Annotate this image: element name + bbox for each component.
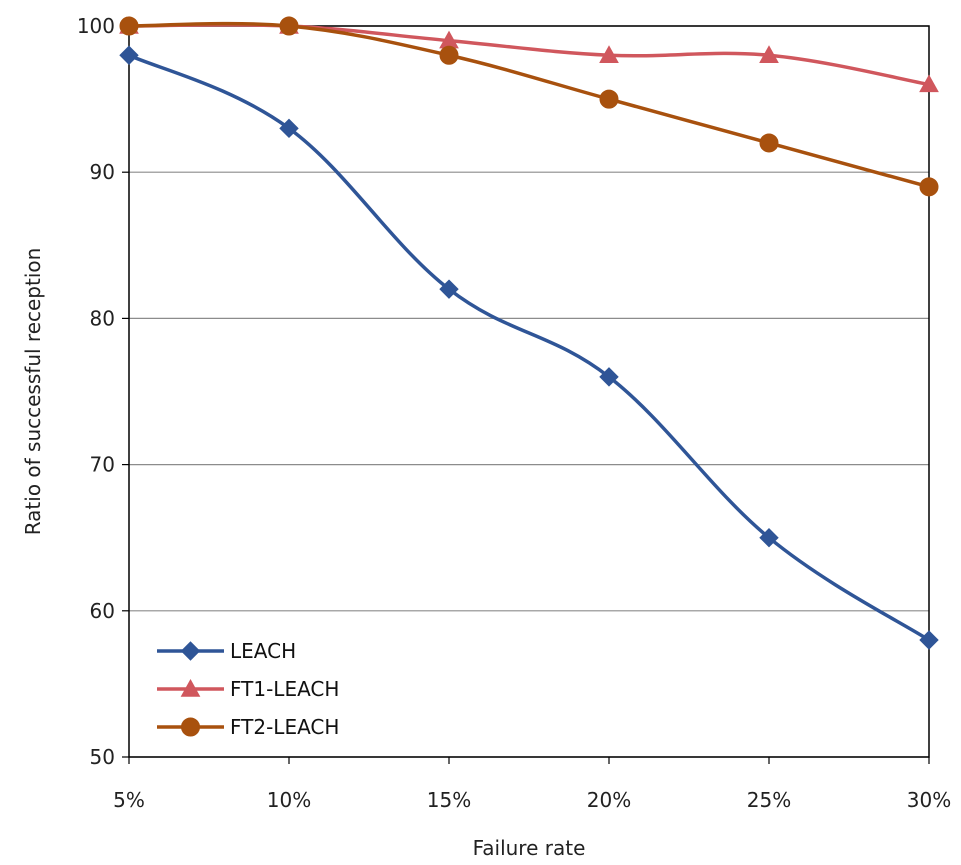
series-line-leach bbox=[128, 53, 930, 642]
x-tick-label: 15% bbox=[427, 788, 471, 812]
legend-item: FT1-LEACH bbox=[157, 677, 339, 701]
x-tick-label: 20% bbox=[587, 788, 631, 812]
x-tick-label: 30% bbox=[907, 788, 951, 812]
legend-label: LEACH bbox=[230, 639, 296, 663]
legend-item: FT2-LEACH bbox=[157, 715, 339, 739]
y-tick-label: 80 bbox=[90, 306, 115, 330]
data-point-ft1-leach bbox=[599, 45, 619, 63]
data-point-ft2-leach bbox=[759, 133, 779, 153]
y-tick-label: 70 bbox=[90, 453, 115, 477]
series-lines bbox=[119, 15, 939, 650]
series-ft1-leach bbox=[119, 15, 939, 93]
y-axis-title: Ratio of successful reception bbox=[21, 248, 45, 536]
y-tick-label: 100 bbox=[77, 14, 115, 38]
data-point-leach bbox=[439, 279, 459, 299]
data-point-ft2-leach bbox=[119, 16, 139, 36]
legend-label: FT2-LEACH bbox=[230, 715, 339, 739]
series-line-ft2-leach bbox=[128, 21, 930, 189]
y-axis-ticks: 50 60 70 80 90 100 bbox=[77, 14, 129, 769]
data-point-leach bbox=[919, 630, 939, 650]
legend-swatch-marker bbox=[180, 678, 201, 697]
series-leach bbox=[119, 45, 939, 650]
x-tick-label: 25% bbox=[747, 788, 791, 812]
series-ft2-leach bbox=[119, 16, 939, 197]
legend-swatch-marker bbox=[180, 641, 201, 661]
x-axis-ticks: 5% 10% 15% 20% 25% 30% bbox=[113, 757, 951, 812]
legend-swatch-marker bbox=[181, 717, 200, 737]
data-point-leach bbox=[119, 45, 139, 65]
data-point-ft1-leach bbox=[759, 45, 779, 63]
data-point-ft2-leach bbox=[919, 177, 939, 197]
x-tick-label: 5% bbox=[113, 788, 145, 812]
y-tick-label: 60 bbox=[90, 599, 115, 623]
data-point-ft1-leach bbox=[919, 74, 939, 93]
data-point-ft2-leach bbox=[599, 89, 619, 109]
y-tick-label: 50 bbox=[90, 745, 115, 769]
data-point-leach bbox=[599, 367, 619, 387]
data-point-leach bbox=[279, 118, 299, 139]
plot-area bbox=[128, 25, 930, 758]
legend-label: FT1-LEACH bbox=[230, 677, 339, 701]
legend: LEACH FT1-LEACH FT2-LEACH bbox=[157, 639, 339, 739]
data-point-ft2-leach bbox=[279, 16, 299, 36]
x-tick-label: 10% bbox=[267, 788, 311, 812]
x-axis-title: Failure rate bbox=[473, 836, 586, 860]
legend-item: LEACH bbox=[157, 639, 296, 663]
data-point-ft2-leach bbox=[439, 45, 459, 65]
y-tick-label: 90 bbox=[90, 160, 115, 184]
data-point-leach bbox=[759, 527, 779, 548]
